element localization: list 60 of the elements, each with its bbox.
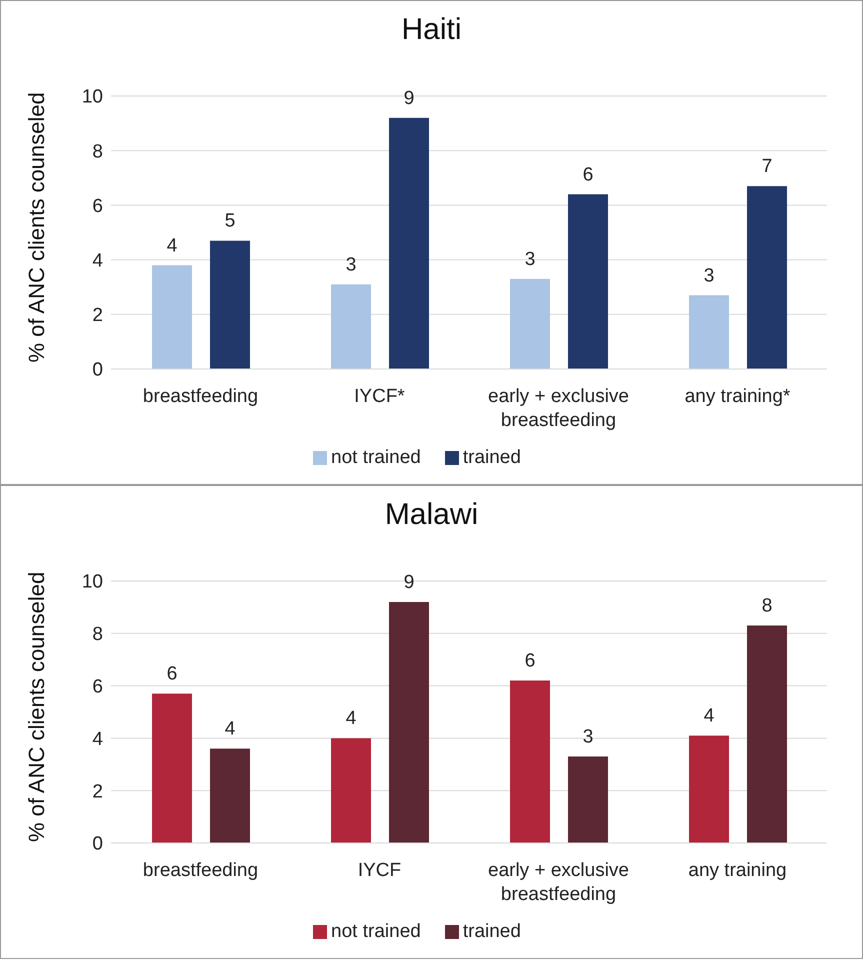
bar	[389, 602, 429, 843]
y-tick-label: 6	[92, 676, 103, 698]
chart-title: Malawi	[384, 498, 480, 532]
x-tick-label: any training	[688, 860, 787, 882]
bar	[689, 295, 729, 369]
bar	[747, 186, 787, 369]
data-label: 6	[524, 650, 536, 672]
data-label: 6	[582, 164, 594, 186]
data-label: 4	[166, 235, 178, 256]
x-tick-label: early + exclusive breastfeeding	[488, 386, 629, 431]
bar	[152, 265, 192, 369]
y-tick-label: 4	[92, 250, 104, 272]
y-tick-label: 0	[92, 834, 103, 855]
data-label: 8	[762, 596, 772, 617]
data-label: 9	[404, 572, 414, 593]
data-label: 6	[166, 664, 178, 685]
y-tick-label: 0	[92, 360, 103, 381]
y-tick-label: 10	[82, 86, 103, 108]
bar	[568, 756, 608, 843]
y-axis-title: % of ANC clients counseled	[24, 92, 49, 362]
bar	[152, 694, 192, 843]
bar	[510, 680, 550, 843]
y-axis-title: % of ANC clients counseled	[24, 572, 49, 842]
x-tick-label: IYCF	[358, 860, 402, 882]
bar	[331, 284, 371, 369]
bar	[568, 194, 608, 369]
y-tick-label: 8	[92, 624, 103, 646]
y-tick-label: 2	[92, 305, 103, 326]
bar	[210, 748, 250, 843]
data-label: 4	[704, 706, 715, 727]
data-label: 3	[704, 265, 714, 286]
x-tick-label: early + exclusive breastfeeding	[488, 860, 629, 905]
data-label: 3	[346, 254, 356, 276]
y-tick-label: 6	[92, 196, 103, 217]
y-tick-label: 10	[82, 572, 103, 593]
y-tick-label: 2	[92, 781, 103, 802]
bar	[747, 626, 787, 843]
x-tick-label: any training*	[684, 386, 791, 408]
data-label: 3	[524, 248, 536, 270]
legend-label: trained	[462, 921, 521, 942]
x-tick-label: IYCF*	[354, 386, 406, 408]
y-tick-label: 4	[92, 728, 104, 750]
bar	[389, 118, 429, 369]
data-label: 5	[224, 210, 236, 232]
bar	[510, 278, 550, 369]
legend-label: not trained	[331, 447, 421, 468]
data-label: 7	[762, 156, 772, 178]
data-label: 9	[404, 88, 414, 109]
bar	[331, 738, 371, 843]
data-label: 3	[582, 726, 594, 748]
legend-label: not trained	[331, 921, 421, 942]
bar	[210, 240, 250, 369]
x-tick-label: breastfeeding	[142, 386, 258, 408]
x-tick-label: breastfeeding	[142, 860, 258, 882]
legend-label: trained	[462, 447, 521, 468]
chart-title: Haiti	[400, 13, 462, 47]
data-label: 4	[346, 708, 357, 730]
bar	[689, 736, 729, 843]
y-tick-label: 8	[92, 141, 103, 162]
data-label: 4	[224, 718, 236, 740]
